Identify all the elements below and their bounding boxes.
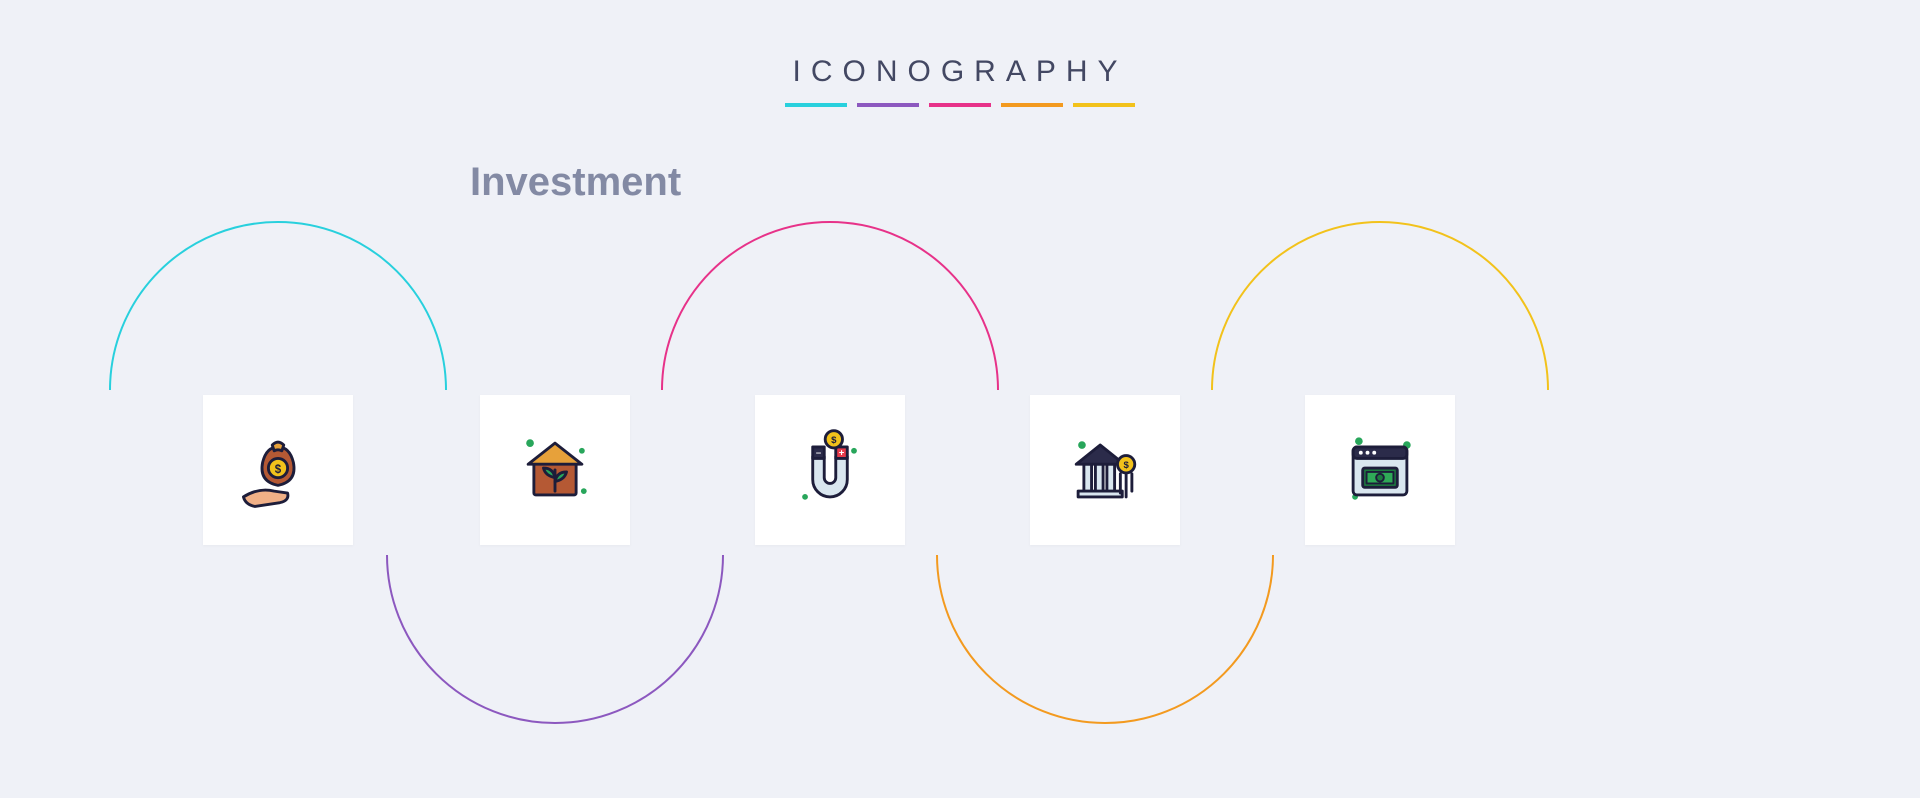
svg-text:$: $ (1123, 460, 1129, 471)
icon-card-4: $ (1030, 395, 1180, 545)
svg-text:$: $ (831, 435, 837, 446)
icon-card-2 (480, 395, 630, 545)
browser-money-icon (1305, 395, 1455, 545)
money-bag-hand-icon: $ (203, 395, 353, 545)
green-house-icon (480, 395, 630, 545)
icon-card-1: $ (203, 395, 353, 545)
money-magnet-icon: – +$ (755, 395, 905, 545)
icon-card-3: – +$ (755, 395, 905, 545)
icon-card-5 (1305, 395, 1455, 545)
svg-text:–: – (816, 448, 822, 459)
stage: ICONOGRAPHY Investment $ –+$ (0, 0, 1920, 798)
svg-text:+: + (839, 448, 845, 459)
svg-text:$: $ (275, 464, 282, 476)
bank-coin-icon: $ (1030, 395, 1180, 545)
